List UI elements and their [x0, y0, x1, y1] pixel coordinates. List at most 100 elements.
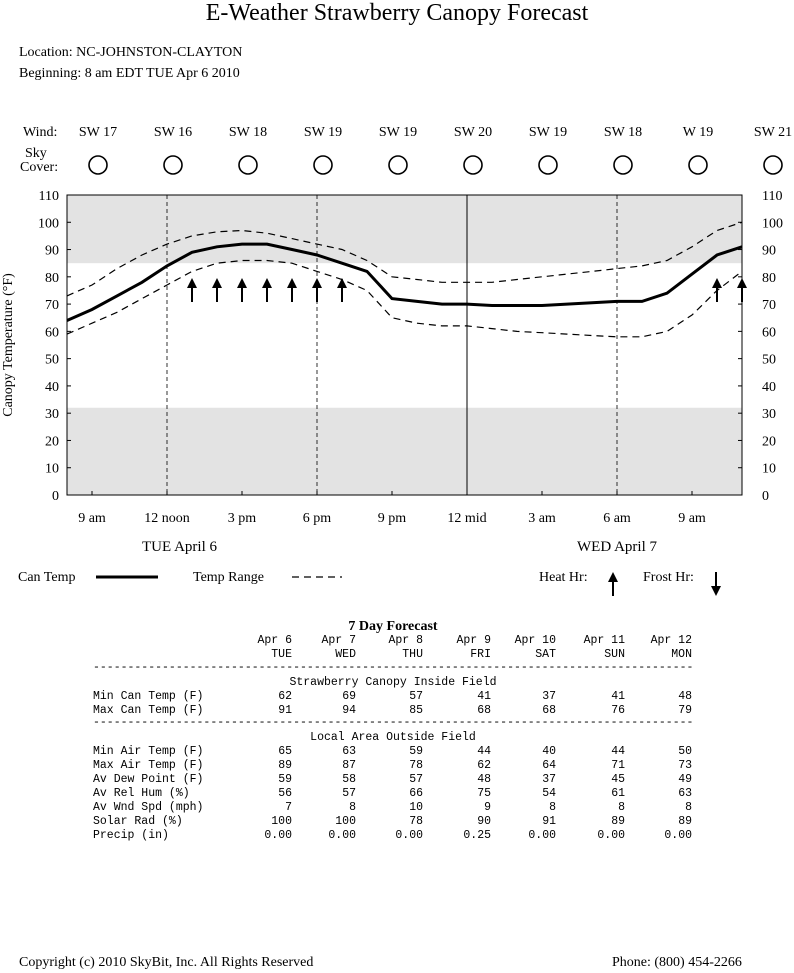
clear-sky-icon [463, 155, 483, 175]
arrow-head [337, 278, 347, 288]
x-tick-label: 6 pm [303, 511, 332, 526]
clear-sky-icon [763, 155, 783, 175]
y-tick-label-left: 70 [45, 298, 59, 313]
y-tick-label-right: 80 [762, 271, 776, 286]
forecast-day: MON [671, 648, 692, 661]
table-cell: 57 [342, 787, 356, 800]
table-cell: 0.25 [463, 829, 491, 842]
x-tick-label: 9 pm [378, 511, 407, 526]
table-cell: 91 [542, 815, 556, 828]
forecast-day: TUE [271, 648, 292, 661]
arrow-head [187, 278, 197, 288]
table-cell: 59 [409, 745, 423, 758]
table-cell: 41 [611, 690, 625, 703]
section-heading-canopy: Strawberry Canopy Inside Field [289, 676, 497, 689]
table-cell: 62 [477, 759, 491, 772]
sky-label-line2: Cover: [20, 160, 59, 175]
y-tick-label-right: 70 [762, 298, 776, 313]
y-tick-label-right: 90 [762, 244, 776, 259]
copyright-text: Copyright (c) 2010 SkyBit, Inc. All Righ… [19, 955, 314, 970]
table-cell: 48 [678, 690, 692, 703]
table-cell: 78 [409, 759, 423, 772]
x-tick-label: 6 am [603, 511, 631, 526]
table-cell: 79 [678, 704, 692, 717]
forecast-title: 7 Day Forecast [348, 619, 438, 634]
table-cell: 7 [285, 801, 292, 814]
y-tick-label-right: 30 [762, 407, 776, 422]
arrow-head [712, 278, 722, 288]
table-cell: 69 [342, 690, 356, 703]
clear-sky-icon [388, 155, 408, 175]
y-tick-label-right: 40 [762, 380, 776, 395]
y-tick-label-right: 0 [762, 489, 769, 504]
row-label: Min Air Temp (F) [93, 745, 204, 758]
table-cell: 89 [678, 815, 692, 828]
table-cell: 10 [409, 801, 423, 814]
row-label: Min Can Temp (F) [93, 690, 204, 703]
y-tick-label-right: 110 [762, 190, 782, 204]
table-cell: 37 [542, 690, 556, 703]
table-cell: 68 [477, 704, 491, 717]
clear-sky-icon [163, 155, 183, 175]
row-label: Av Wnd Spd (mph) [93, 801, 204, 814]
row-label: Max Air Temp (F) [93, 759, 204, 772]
table-cell: 0.00 [664, 829, 692, 842]
forecast-date: Apr 10 [514, 634, 556, 647]
table-cell: 59 [278, 773, 292, 786]
forecast-date: Apr 12 [650, 634, 692, 647]
table-cell: 66 [409, 787, 423, 800]
location-text: Location: NC-JOHNSTON-CLAYTON [19, 45, 243, 60]
heat-hour-arrow-icon [262, 278, 272, 302]
table-cell: 100 [271, 815, 292, 828]
arrow-head [262, 278, 272, 288]
shaded-band [67, 407, 742, 495]
heat-hour-arrow-icon [337, 278, 347, 302]
x-tick-label: 12 mid [447, 511, 486, 526]
clear-sky-icon [238, 155, 258, 175]
table-cell: 0.00 [264, 829, 292, 842]
table-cell: 0.00 [597, 829, 625, 842]
temp-range-line [66, 221, 743, 297]
table-cell: 9 [484, 801, 491, 814]
table-cell: 57 [409, 773, 423, 786]
wind-value: SW 19 [378, 125, 418, 140]
heat-hour-arrow-icon [312, 278, 322, 302]
heat-hour-arrow-icon [187, 278, 197, 302]
temp-range-line [66, 259, 743, 338]
table-separator: ----------------------------------------… [93, 716, 693, 729]
arrow-head [237, 278, 247, 288]
table-cell: 58 [342, 773, 356, 786]
arrow-head [711, 586, 721, 596]
table-cell: 63 [342, 745, 356, 758]
page-title: E-Weather Strawberry Canopy Forecast [205, 0, 589, 26]
forecast-date: Apr 7 [321, 634, 356, 647]
y-tick-label-left: 20 [45, 434, 59, 449]
table-cell: 76 [611, 704, 625, 717]
table-cell: 8 [685, 801, 692, 814]
table-cell: 63 [678, 787, 692, 800]
table-cell: 44 [611, 745, 625, 758]
forecast-day: SUN [604, 648, 625, 661]
sky-label: Sky Cover: [20, 147, 58, 175]
arrow-head [312, 278, 322, 288]
forecast-date: Apr 8 [388, 634, 423, 647]
row-label: Av Rel Hum (%) [93, 787, 190, 800]
x-tick-label: 9 am [78, 511, 106, 526]
table-cell: 8 [349, 801, 356, 814]
table-cell: 90 [477, 815, 491, 828]
table-cell: 8 [549, 801, 556, 814]
wind-value: SW 19 [303, 125, 343, 140]
table-cell: 45 [611, 773, 625, 786]
table-cell: 65 [278, 745, 292, 758]
table-cell: 8 [618, 801, 625, 814]
table-cell: 91 [278, 704, 292, 717]
day-label: WED April 7 [577, 539, 657, 555]
legend-heat-arrow-icon [608, 572, 618, 596]
wind-value: SW 19 [528, 125, 568, 140]
legend-frost-arrow-icon [711, 572, 721, 596]
forecast-day: THU [402, 648, 423, 661]
table-cell: 89 [611, 815, 625, 828]
y-tick-label-right: 60 [762, 325, 776, 340]
forecast-day: WED [335, 648, 356, 661]
table-cell: 0.00 [328, 829, 356, 842]
